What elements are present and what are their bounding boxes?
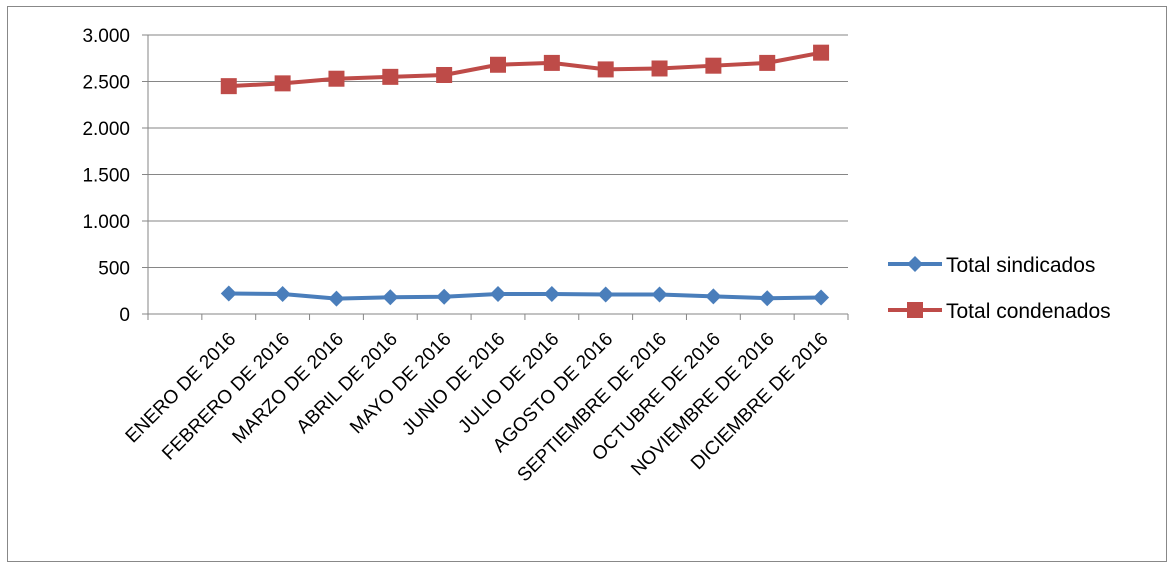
diamond-marker <box>328 290 345 307</box>
series-group <box>220 44 830 307</box>
y-tick-label: 2.500 <box>82 73 130 94</box>
square-marker <box>382 68 399 85</box>
diamond-marker <box>436 288 453 305</box>
series-line <box>228 291 822 301</box>
diamond-marker <box>907 256 923 272</box>
legend-label: Total condenados <box>946 300 1111 323</box>
legend: Total sindicados Total condenados <box>888 254 1111 323</box>
y-tick-label: 0 <box>119 305 130 326</box>
diamond-marker <box>597 286 614 303</box>
diamond-marker <box>705 288 722 305</box>
square-marker <box>328 70 345 87</box>
square-marker <box>651 60 668 77</box>
square-marker <box>597 61 614 78</box>
square-marker <box>274 75 291 92</box>
y-tick-label: 3.000 <box>82 26 130 47</box>
diamond-marker <box>651 286 668 303</box>
square-marker <box>490 56 506 73</box>
diamond-marker <box>759 290 776 307</box>
diamond-marker <box>490 286 506 303</box>
square-marker <box>220 78 237 95</box>
series-total-sindicados <box>220 285 830 307</box>
diamond-marker <box>382 289 399 306</box>
series-total-condenados <box>220 44 830 95</box>
y-tick-label: 500 <box>98 259 130 280</box>
diamond-marker <box>813 289 830 306</box>
square-marker <box>813 44 830 61</box>
y-tick-label: 1.500 <box>82 166 130 187</box>
y-tick-label: 1.000 <box>82 212 130 233</box>
diamond-marker <box>543 286 560 303</box>
square-marker <box>543 54 560 71</box>
legend-label: Total sindicados <box>946 254 1095 277</box>
diamond-marker <box>220 285 237 302</box>
axes <box>142 34 849 320</box>
square-marker <box>436 66 453 83</box>
square-marker <box>705 57 722 74</box>
y-tick-label: 2.000 <box>82 119 130 140</box>
series-line <box>228 50 822 89</box>
diamond-marker <box>274 286 291 303</box>
gridlines <box>148 34 848 268</box>
square-marker <box>759 54 776 71</box>
square-marker <box>907 302 923 318</box>
y-axis-ticks: 0 500 1.000 1.500 2.000 2.500 3.000 <box>82 26 130 326</box>
chart-frame <box>7 6 1167 562</box>
